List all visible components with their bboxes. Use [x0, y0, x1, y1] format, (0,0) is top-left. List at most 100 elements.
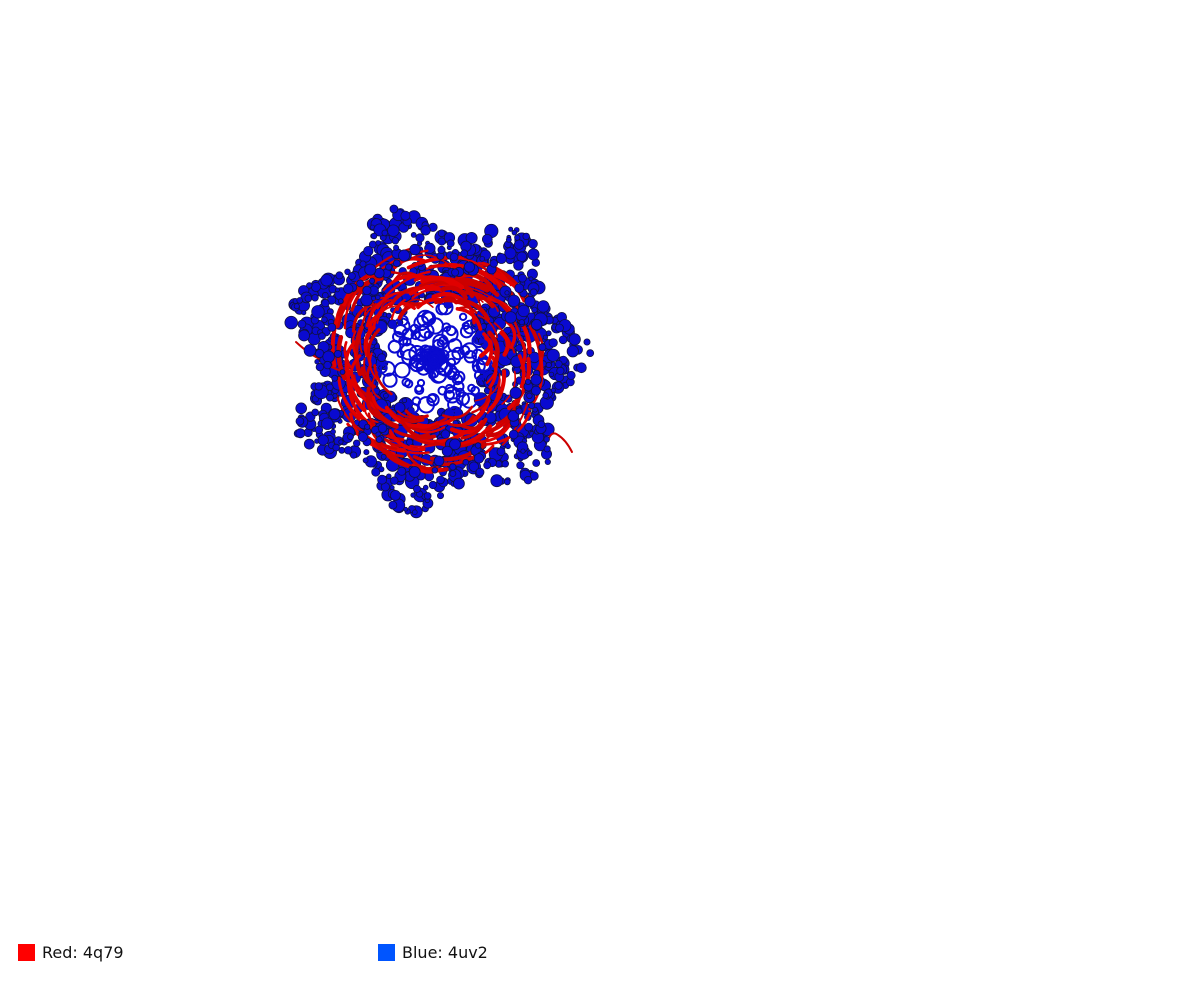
residue-blob — [489, 259, 498, 268]
residue-blob — [543, 445, 551, 453]
residue-blob — [314, 425, 324, 434]
residue-blob — [320, 274, 333, 287]
residue-blob — [440, 429, 451, 439]
residue-blob — [394, 402, 406, 414]
backbone-trace — [388, 429, 426, 452]
backbone-trace — [373, 363, 393, 396]
residue-blob — [335, 287, 340, 293]
residue-blob — [566, 370, 576, 380]
backbone-trace — [343, 341, 352, 369]
residue-blob — [328, 408, 341, 421]
residue-blob — [474, 442, 482, 449]
backbone-trace — [397, 415, 425, 424]
residue-blob — [586, 349, 595, 358]
backbone-trace — [487, 330, 500, 368]
residue-blob — [370, 232, 378, 240]
backbone-trace — [471, 387, 493, 414]
residue-blob — [507, 294, 521, 308]
residue-blob — [311, 305, 325, 319]
backbone-trace — [371, 395, 391, 414]
backbone-trace — [455, 306, 483, 331]
residue-blob — [532, 406, 538, 413]
loop-trace — [404, 379, 414, 389]
backbone-trace — [353, 325, 364, 377]
molecule-viewer[interactable] — [0, 0, 1200, 920]
backbone-trace — [416, 431, 466, 444]
residue-blob — [527, 248, 540, 261]
residue-blob — [311, 408, 320, 417]
residue-blob — [441, 445, 453, 457]
legend-swatch-red — [18, 944, 35, 961]
backbone-trace — [372, 301, 393, 331]
loop-trace — [413, 315, 430, 331]
backbone-trace — [365, 293, 394, 328]
residue-blob — [508, 429, 519, 440]
residue-blob — [406, 438, 414, 446]
residue-blob — [449, 463, 457, 471]
backbone-trace — [477, 314, 498, 339]
residue-blob — [385, 312, 392, 319]
backbone-trace — [363, 325, 376, 358]
legend-item-blue: Blue: 4uv2 — [378, 943, 488, 962]
residue-blob — [325, 383, 334, 392]
residue-blob — [475, 467, 485, 477]
backbone-trace — [440, 285, 468, 300]
residue-blob — [449, 252, 459, 262]
residue-blob — [387, 224, 400, 237]
residue-blob — [550, 387, 556, 393]
residue-blob — [528, 276, 534, 282]
residue-blob — [490, 474, 504, 488]
residue-blob — [393, 244, 400, 251]
residue-blob — [463, 261, 475, 273]
residue-blob — [403, 506, 409, 512]
residue-blob — [317, 434, 329, 446]
residue-blob — [390, 476, 399, 485]
backbone-trace — [458, 306, 478, 314]
residue-blob — [568, 333, 581, 346]
residue-blob — [460, 249, 469, 258]
backbone-trace — [386, 273, 432, 288]
residue-blob — [437, 229, 446, 238]
residue-blob — [356, 279, 365, 288]
residue-blob — [484, 411, 497, 424]
loop-trace — [379, 360, 396, 377]
residue-blob — [503, 478, 511, 486]
residue-blob — [583, 338, 591, 346]
backbone-trace — [459, 417, 488, 431]
residue-blob — [431, 467, 438, 474]
residue-blob — [375, 240, 381, 246]
residue-blob — [545, 361, 552, 369]
residue-blob — [528, 239, 538, 249]
residue-blob — [524, 378, 532, 385]
loop-trace — [451, 373, 464, 386]
backbone-trace — [482, 332, 494, 367]
residue-blob — [363, 246, 374, 257]
residue-blob — [392, 259, 401, 268]
residue-blob — [318, 332, 326, 340]
residue-blob — [465, 231, 478, 244]
backbone-trace — [362, 401, 380, 424]
residue-blob — [532, 459, 541, 467]
residue-blob — [375, 294, 381, 301]
residue-blob — [321, 291, 329, 299]
backbone-trace — [488, 369, 507, 412]
residue-blob — [321, 417, 334, 430]
residue-blob — [401, 397, 408, 404]
residue-blob — [449, 438, 461, 451]
residue-blob — [331, 374, 339, 382]
residue-blob — [338, 439, 344, 445]
residue-blob — [323, 360, 332, 370]
residue-blob — [514, 283, 525, 294]
backbone-trace — [396, 410, 422, 419]
residue-blob — [337, 298, 344, 305]
backbone-trace — [351, 330, 358, 358]
residue-blob — [422, 484, 429, 491]
loop-trace — [415, 360, 426, 371]
loop-trace — [411, 396, 422, 406]
residue-blob — [515, 407, 523, 415]
residue-blob — [526, 450, 533, 457]
residue-blob — [576, 362, 587, 374]
residue-blob — [364, 423, 371, 430]
residue-blob — [412, 484, 421, 493]
residue-blob — [321, 298, 330, 308]
